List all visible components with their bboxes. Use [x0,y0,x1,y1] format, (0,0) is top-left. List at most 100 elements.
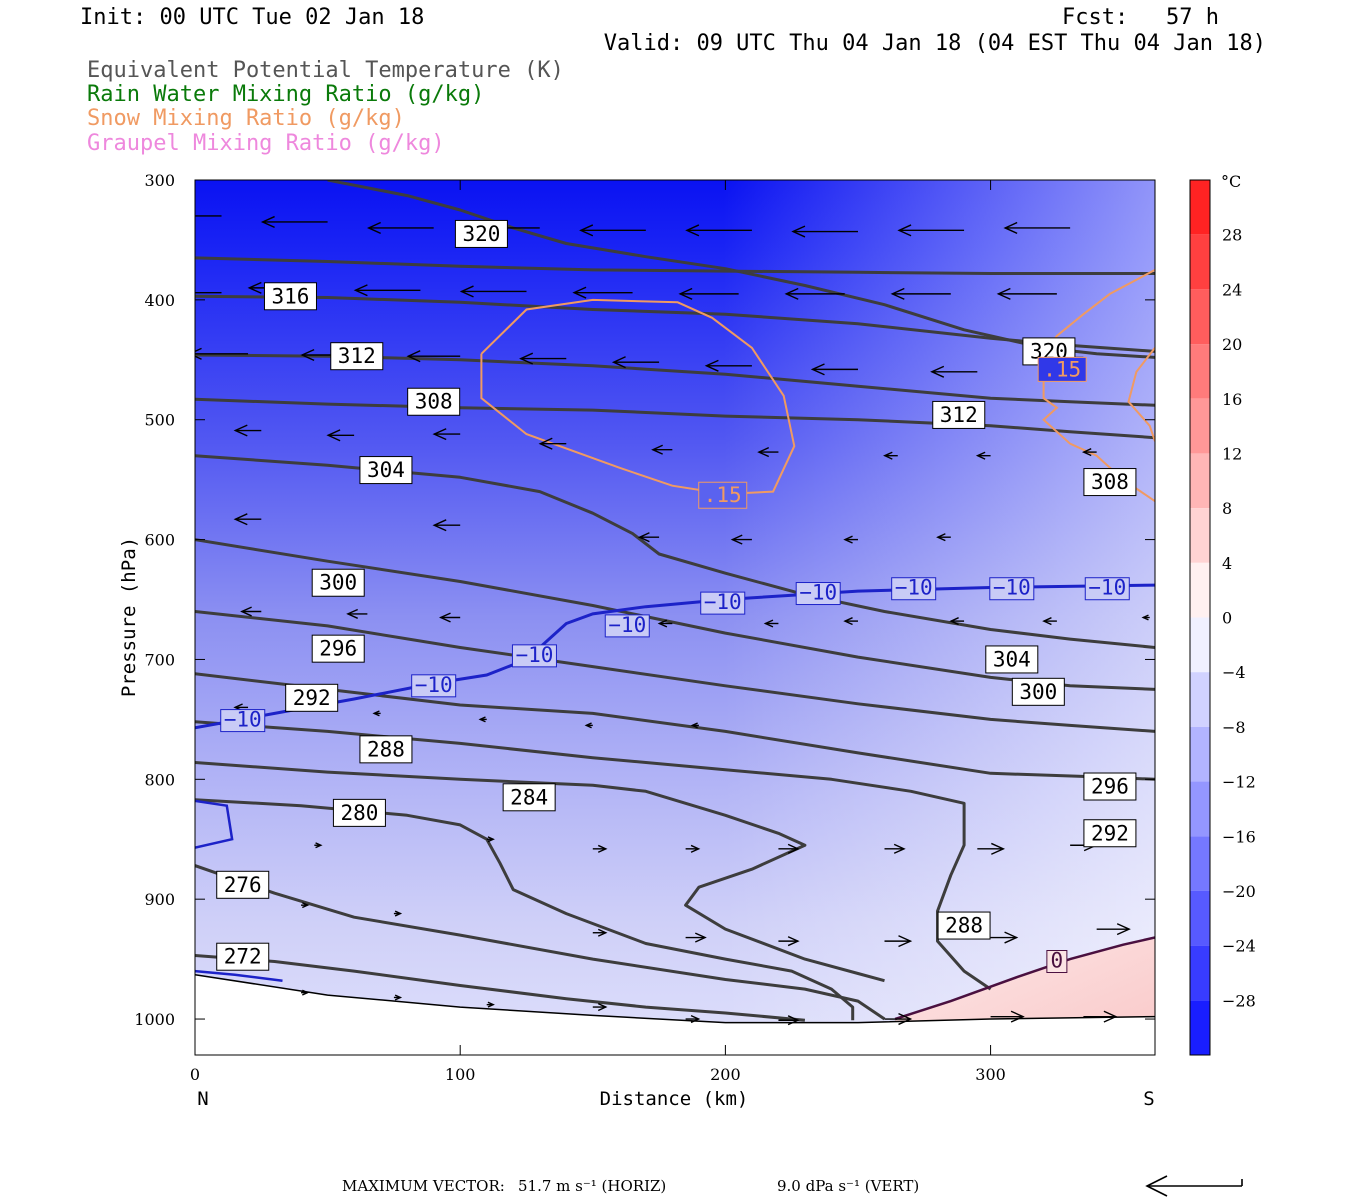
wind-vector [393,910,403,917]
theta-e-contour-304 [195,454,1155,649]
field-label-rain: Rain Water Mixing Ratio (g/kg) [87,82,484,107]
wind-vector [685,932,707,943]
wind-vector [260,215,328,228]
svg-text:308: 308 [415,390,453,414]
wind-vector [990,1010,1025,1023]
colorbar-band [1190,781,1210,837]
theta-e-label-316: 316 [263,282,317,311]
theta-e-label-276: 276 [216,870,270,899]
colorbar-tick-label: −24 [1222,937,1256,956]
svg-text:−10: −10 [224,708,262,732]
colorbar-band [1190,1000,1210,1055]
svg-text:276: 276 [224,873,262,897]
wind-vector [651,444,673,455]
field-label-snow: Snow Mixing Ratio (g/kg) [87,106,405,131]
theta-e-label-304: 304 [985,645,1039,674]
wind-vector [977,842,1006,855]
wind-vector [1003,221,1071,234]
wind-vector [685,844,701,853]
wind-vector [432,519,461,532]
wind-vector [685,224,752,237]
svg-text:0: 0 [1051,949,1064,973]
svg-text:288: 288 [945,914,983,938]
wind-vector [657,619,673,628]
colorbar-frame [1189,179,1211,1056]
theta-e-contour-288 [195,720,992,991]
wind-vector [791,225,858,238]
wind-vector [996,287,1057,300]
y-tick-label: 600 [144,531,175,550]
max-vector-vert: 9.0 dPa s⁻¹ (VERT) [777,1177,919,1195]
wind-vector [704,359,752,372]
wind-vector [930,365,978,378]
theta-e-contour-308 [195,397,1155,440]
colorbar-tick-label: 20 [1222,335,1242,354]
wind-vector [406,350,461,363]
wind-vector [195,215,222,217]
wind-vector [1141,614,1150,621]
colorbar-unit: °C [1221,172,1241,191]
snow-mixing-contour [1127,347,1155,442]
wind-vector [843,617,858,626]
theta-e-label-272: 272 [216,942,270,971]
wind-vector [592,1003,608,1012]
svg-text:300: 300 [319,571,357,595]
wind-vector [592,928,608,937]
isotherm-minus10-label: −10 [700,590,746,615]
init-time: Init: 00 UTC Tue 02 Jan 18 [80,5,424,30]
wind-vector [685,1015,701,1024]
colorbar-band [1190,289,1210,345]
axes: 300 400 500 600 700 800 900 1000 0 100 200 300 [134,171,1155,1084]
svg-text:292: 292 [293,686,331,710]
wind-vector [763,619,779,628]
theta-e-contour [195,256,1155,275]
svg-text:−10: −10 [1088,576,1126,600]
y-tick-label: 1000 [134,1010,175,1029]
colorbar-band [1190,672,1210,727]
field-label-theta-e: Equivalent Potential Temperature (K) [87,58,564,83]
wind-vector [990,931,1019,944]
wind-vector [584,722,593,729]
theta-e-label-300: 300 [1011,677,1065,706]
contour-label-layer: 272 276 280 284 288 288 292 292 296 296 300 300 304 3… [216,219,1137,974]
y-tick-label: 300 [144,171,175,190]
x-tick-label: 200 [710,1065,741,1084]
wind-vector [519,352,567,365]
svg-text:−10: −10 [608,613,646,637]
wind-vector [195,291,222,294]
colorbar-tick-label: 12 [1222,444,1242,463]
svg-text:316: 316 [272,284,310,308]
wind-vector [486,836,495,843]
wind-vector [346,608,368,619]
forecast-label: Fcst: [1062,5,1128,30]
isotherm-minus10-label: −10 [220,708,266,733]
wind-vector [195,347,249,360]
wind-vector [233,424,262,437]
isotherm-zero [894,936,1155,1021]
theta-e-label-280: 280 [332,798,386,827]
isotherm-zero-label: 0 [1046,949,1068,974]
colorbar-tick-label: 0 [1222,609,1232,628]
x-tick-label: 0 [190,1065,200,1084]
colorbar-band [1190,508,1210,563]
svg-text:288: 288 [367,737,405,761]
theta-e-label-312: 312 [932,400,986,429]
colorbar-tick-label: −28 [1222,991,1256,1010]
colorbar-tick-label: −12 [1222,773,1256,792]
wind-vector [883,451,898,460]
wind-vector [432,428,461,441]
y-tick-label: 800 [144,770,175,789]
theta-e-contour-296 [195,610,1155,733]
colorbar-band [1190,945,1210,1001]
wind-vector [890,287,951,300]
svg-text:284: 284 [510,785,548,809]
wind-vector [690,722,699,729]
wind-vector [936,533,951,542]
colorbar-band [1190,344,1210,399]
colorbar-band [1190,562,1210,618]
svg-text:−10: −10 [415,673,453,697]
svg-text:−10: −10 [704,590,742,614]
theta-e-label-320: 320 [1022,337,1076,366]
colorbar-tick-label: −16 [1222,827,1256,846]
temperature-colorbar: 28 24 20 16 12 8 4 0 −4 −8 −12 −16 −20 −24 −28 [1189,179,1256,1056]
